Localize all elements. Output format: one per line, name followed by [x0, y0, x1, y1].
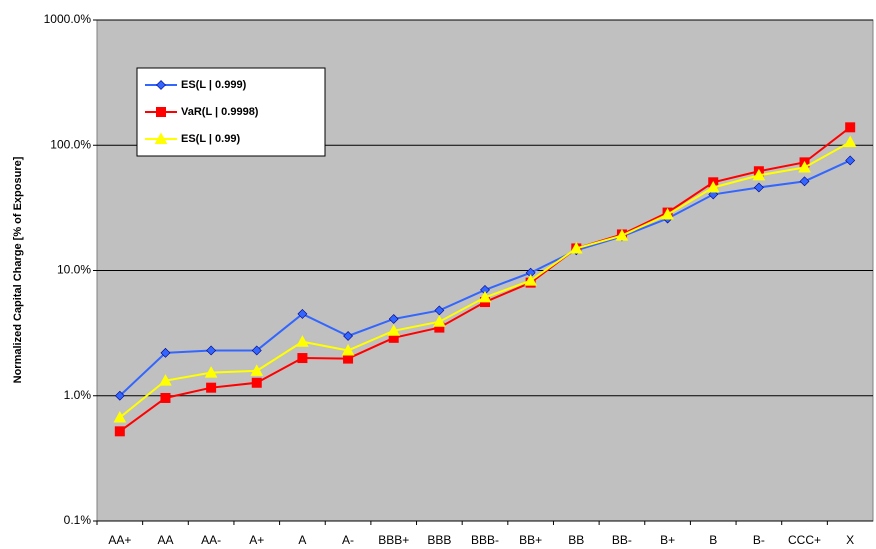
marker [204, 366, 218, 378]
x-tick-label: AA+ [108, 533, 131, 547]
legend-marker [154, 132, 168, 144]
marker [434, 305, 445, 316]
marker [845, 155, 856, 166]
marker [388, 314, 399, 324]
marker [206, 382, 217, 393]
marker [297, 309, 308, 319]
marker [159, 374, 172, 386]
marker [160, 347, 171, 358]
marker [799, 176, 810, 187]
marker [114, 426, 125, 437]
marker [661, 207, 674, 220]
marker [615, 229, 629, 241]
marker [251, 345, 262, 356]
y-tick-label: 1000.0% [44, 12, 92, 26]
y-tick-label: 1.0% [64, 388, 92, 402]
marker [798, 160, 811, 173]
x-tick-label: BB- [612, 533, 632, 547]
marker [752, 168, 766, 181]
x-tick-label: AA [157, 533, 173, 547]
x-tick-label: B+ [660, 533, 675, 547]
x-tick-label: BB+ [519, 533, 542, 547]
marker [524, 274, 537, 286]
marker [250, 364, 264, 376]
legend-label: VaR(L | 0.9998) [181, 106, 259, 118]
x-tick-label: X [846, 533, 854, 547]
marker [341, 343, 355, 356]
x-tick-label: BBB [427, 533, 451, 547]
marker [113, 410, 127, 423]
y-tick-label: 0.1% [64, 513, 92, 527]
marker [706, 180, 720, 193]
marker [251, 377, 262, 388]
x-tick-label: BBB+ [378, 533, 409, 547]
y-axis-title: Normalized Capital Charge [% of Exposure… [12, 156, 24, 383]
x-tick-label: A [298, 533, 306, 547]
marker [569, 241, 583, 254]
x-tick-label: B- [753, 533, 765, 547]
marker [206, 345, 217, 356]
legend-marker [156, 107, 166, 117]
marker [297, 353, 308, 364]
legend-marker [156, 80, 166, 90]
x-tick-label: A+ [249, 533, 264, 547]
x-tick-label: BBB- [471, 533, 499, 547]
marker [843, 135, 857, 148]
x-tick-label: CCC+ [788, 533, 821, 547]
marker [343, 331, 353, 341]
x-tick-label: A- [342, 533, 354, 547]
marker [387, 324, 401, 336]
y-tick-label: 10.0% [57, 263, 91, 277]
legend-label: ES(L | 0.99) [181, 133, 240, 145]
marker [433, 315, 446, 327]
marker [845, 122, 856, 133]
legend-label: ES(L | 0.999) [181, 79, 247, 91]
x-tick-label: AA- [201, 533, 221, 547]
marker [160, 392, 171, 403]
y-tick-label: 100.0% [50, 137, 91, 151]
marker [296, 335, 309, 347]
x-tick-label: B [709, 533, 717, 547]
marker [753, 182, 764, 193]
marker [114, 390, 125, 401]
x-tick-label: BB [568, 533, 584, 547]
marker [478, 290, 492, 303]
